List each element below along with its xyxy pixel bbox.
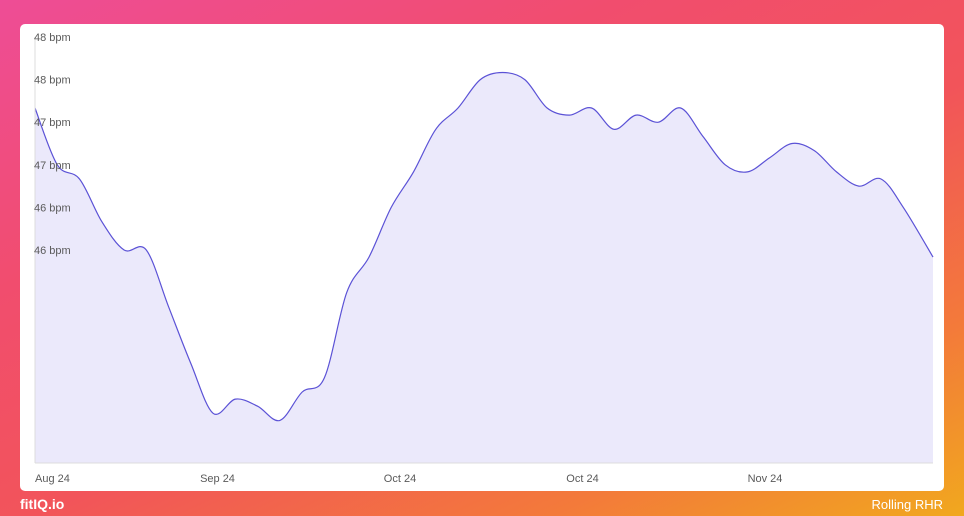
x-tick-label: Oct 24 bbox=[566, 473, 598, 485]
y-tick-label: 48 bpm bbox=[34, 75, 71, 87]
y-tick-label: 47 bpm bbox=[34, 117, 71, 129]
chart-metric-label: Rolling RHR bbox=[871, 497, 943, 512]
y-tick-label: 47 bpm bbox=[34, 160, 71, 172]
series-area-fill bbox=[35, 72, 933, 463]
y-tick-label: 48 bpm bbox=[34, 32, 71, 44]
x-tick-label: Oct 24 bbox=[384, 473, 416, 485]
y-tick-label: 46 bpm bbox=[34, 202, 71, 214]
y-tick-label: 46 bpm bbox=[34, 245, 71, 257]
x-tick-label: Sep 24 bbox=[200, 473, 235, 485]
x-tick-label: Aug 24 bbox=[35, 473, 70, 485]
x-tick-label: Nov 24 bbox=[748, 473, 783, 485]
chart-card: 48 bpm 48 bpm 47 bpm 47 bpm 46 bpm 46 bpm Aug … bbox=[20, 24, 944, 491]
series-line bbox=[34, 71, 934, 422]
brand-logo-text[interactable]: fitIQ.io bbox=[20, 496, 65, 512]
rolling-rhr-chart: 48 bpm 48 bpm 47 bpm 47 bpm 46 bpm 46 bpm Aug … bbox=[34, 32, 934, 485]
